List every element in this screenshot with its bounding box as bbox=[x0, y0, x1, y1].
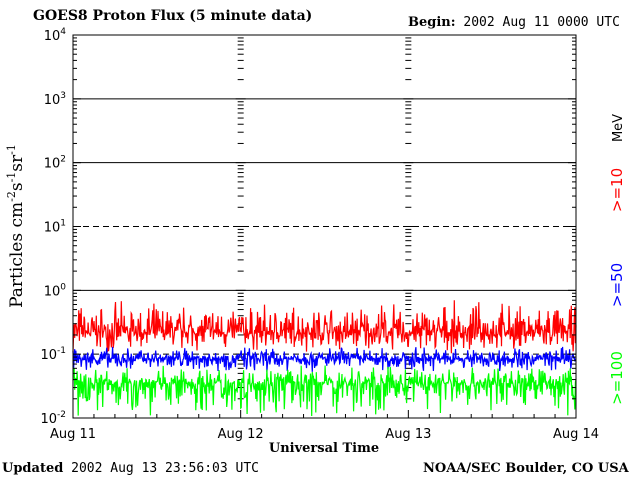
chart-title: GOES8 Proton Flux (5 minute data) bbox=[33, 8, 313, 24]
y-tick-label: 102 bbox=[44, 155, 66, 172]
y-tick-label: 103 bbox=[44, 91, 66, 108]
y-tick-label: 100 bbox=[44, 282, 67, 299]
y-tick-label: 10-1 bbox=[40, 346, 66, 363]
legend-unit-label: MeV bbox=[611, 114, 626, 142]
x-tick-labels: Aug 11 Aug 12 Aug 13 Aug 14 bbox=[50, 427, 599, 442]
legend-label-ge50: >=50 bbox=[608, 263, 626, 307]
series-line-ge10 bbox=[72, 300, 577, 354]
y-axis-label: Particles cm-2s-1sr-1 bbox=[5, 144, 27, 308]
begin-label: Begin: bbox=[408, 15, 456, 30]
begin-info: Begin: 2002 Aug 11 0000 UTC bbox=[408, 15, 620, 30]
source-credit: NOAA/SEC Boulder, CO USA bbox=[423, 461, 629, 476]
x-tick-label: Aug 13 bbox=[385, 427, 431, 442]
plot-grid bbox=[73, 37, 576, 419]
y-tick-label: 104 bbox=[44, 27, 67, 44]
y-tick-label: 10-2 bbox=[40, 410, 66, 427]
series-line-ge50 bbox=[72, 346, 577, 372]
legend-label-ge100: >=100 bbox=[608, 351, 626, 405]
updated-value: 2002 Aug 13 23:56:03 UTC bbox=[71, 461, 259, 476]
x-tick-label: Aug 11 bbox=[50, 427, 96, 442]
plot-frame bbox=[72, 34, 577, 419]
x-tick-label: Aug 14 bbox=[553, 427, 599, 442]
legend-label-ge10: >=10 bbox=[608, 168, 626, 212]
series-layer bbox=[72, 300, 577, 417]
y-tick-label: 101 bbox=[44, 219, 66, 236]
legend: >=10 >=50 >=100 MeV bbox=[608, 114, 626, 405]
updated-info: Updated 2002 Aug 13 23:56:03 UTC bbox=[2, 461, 259, 476]
y-tick-labels: 10-2 10-1 100 101 102 103 104 bbox=[40, 27, 66, 427]
x-tick-label: Aug 12 bbox=[218, 427, 264, 442]
x-axis-label: Universal Time bbox=[269, 441, 379, 456]
series-line-ge100 bbox=[72, 365, 577, 417]
updated-label: Updated bbox=[2, 461, 64, 476]
begin-value: 2002 Aug 11 0000 UTC bbox=[463, 15, 620, 30]
